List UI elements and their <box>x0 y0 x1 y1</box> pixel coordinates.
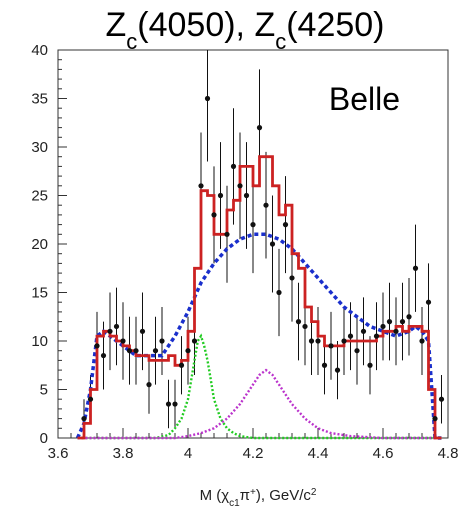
zc4050-component-curve <box>77 333 442 440</box>
x-tick-label: 4.8 <box>438 445 459 462</box>
x-axis-title: M (χc1π+), GeV/c2 <box>200 487 317 508</box>
total-fit-histogram <box>77 155 442 440</box>
data-point <box>295 319 302 325</box>
data-point <box>269 241 276 247</box>
data-point <box>172 401 178 407</box>
data-point <box>133 348 139 354</box>
data-point <box>425 299 432 305</box>
data-point <box>321 362 328 368</box>
data-point <box>354 348 360 354</box>
data-point <box>432 416 438 422</box>
zc4250-component-curve <box>77 368 442 440</box>
data-point <box>373 333 380 339</box>
title-sub-c1: c <box>126 29 137 54</box>
xlabel-part-1: M (χ <box>200 487 230 504</box>
plot-area: 0 5 10 15 20 25 30 35 40 3.6 3.8 4 4.2 4.4 4.6 4.8 <box>31 42 458 462</box>
data-point <box>230 163 237 169</box>
data-point <box>100 352 107 359</box>
data-point <box>113 323 120 330</box>
data-point <box>237 183 243 189</box>
data-point <box>334 367 341 373</box>
y-tick-label: 10 <box>31 333 48 350</box>
data-point <box>367 362 373 368</box>
y-tick-label: 40 <box>31 42 48 59</box>
data-point <box>393 328 399 334</box>
data-point <box>126 348 133 354</box>
x-tick-label: 4 <box>184 445 192 462</box>
data-point <box>276 289 282 296</box>
y-tick-label: 15 <box>31 285 48 302</box>
data-point <box>386 319 393 325</box>
title-z1: Z <box>105 6 126 44</box>
data-point <box>243 192 250 199</box>
data-point <box>250 222 256 228</box>
data-point <box>289 275 295 281</box>
data-point <box>302 323 308 330</box>
xlabel-sub-c1: c1 <box>229 498 240 508</box>
data-point <box>308 338 315 344</box>
data-point <box>120 338 126 344</box>
data-point <box>380 323 386 330</box>
data-point <box>282 222 289 228</box>
data-point <box>211 212 217 218</box>
x-tick-label: 3.8 <box>113 445 134 462</box>
data-point <box>263 202 269 208</box>
data-point <box>406 314 412 320</box>
xlabel-sup-plus: + <box>250 487 256 498</box>
data-point <box>419 338 425 344</box>
data-point <box>178 362 185 368</box>
data-point <box>146 382 152 388</box>
data-point <box>438 396 445 402</box>
y-tick-label: 35 <box>31 91 48 108</box>
data-point <box>107 328 113 334</box>
x-tick-label: 4.6 <box>373 445 394 462</box>
y-tick-label: 30 <box>31 139 48 156</box>
data-point <box>152 348 159 354</box>
y-tick-label: 20 <box>31 236 48 253</box>
data-point <box>198 183 204 189</box>
data-point <box>360 328 367 334</box>
y-tick-label: 25 <box>31 188 48 205</box>
data-point <box>224 231 230 237</box>
data-point <box>256 125 263 131</box>
title-end: (4250) <box>286 6 384 44</box>
data-point <box>347 333 354 339</box>
data-point <box>204 95 211 102</box>
title-sub-c2: c <box>275 29 286 54</box>
y-tick-label: 0 <box>40 430 48 447</box>
y-tick-label: 5 <box>40 382 48 399</box>
data-point <box>185 348 191 354</box>
xlabel-sup-2: 2 <box>311 487 317 498</box>
background-fit-curve <box>75 232 442 440</box>
chart-title: Zc(4050), Zc(4250) <box>105 6 384 54</box>
data-point <box>81 416 87 422</box>
xlabel-part-3: ), GeV/c <box>256 487 312 504</box>
data-point <box>159 338 165 344</box>
data-point <box>412 265 419 271</box>
title-mid: (4050), Z <box>137 6 275 44</box>
data-point <box>328 343 334 349</box>
data-point <box>139 328 146 334</box>
x-tick-label: 4.2 <box>243 445 264 462</box>
data-point <box>165 401 172 407</box>
data-point <box>315 338 321 344</box>
data-point <box>217 192 224 199</box>
data-point <box>94 343 100 349</box>
data-point <box>341 338 347 344</box>
xlabel-part-2: π <box>240 487 250 504</box>
annotation-belle: Belle <box>329 81 400 117</box>
x-tick-label: 4.4 <box>308 445 329 462</box>
data-point <box>87 396 94 402</box>
x-tick-label: 3.6 <box>48 445 69 462</box>
data-point <box>191 338 198 344</box>
data-point <box>399 319 406 325</box>
